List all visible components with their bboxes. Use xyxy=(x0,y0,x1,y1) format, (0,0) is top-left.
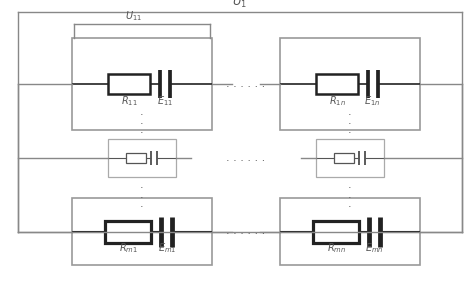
Text: $E_{m1}$: $E_{m1}$ xyxy=(157,241,176,255)
Bar xyxy=(105,221,151,243)
Bar xyxy=(313,221,359,243)
Bar xyxy=(280,198,420,265)
Text: . . . . . .: . . . . . . xyxy=(227,79,265,89)
Text: .
.
.: . . . xyxy=(348,180,352,209)
Bar xyxy=(280,38,420,130)
Bar xyxy=(126,153,146,163)
Text: $E_{11}$: $E_{11}$ xyxy=(156,94,173,108)
Text: $R_{mn}$: $R_{mn}$ xyxy=(327,241,346,255)
Bar xyxy=(316,139,384,177)
Bar xyxy=(317,74,358,94)
Text: . . . . . .: . . . . . . xyxy=(227,226,265,237)
Bar xyxy=(108,139,176,177)
Bar xyxy=(72,38,212,130)
Text: .
.
.: . . . xyxy=(140,180,144,209)
Text: .
.
.: . . . xyxy=(140,107,144,135)
Text: $R_{m1}$: $R_{m1}$ xyxy=(118,241,138,255)
Text: $R_{11}$: $R_{11}$ xyxy=(121,94,138,108)
Text: $U_{11}$: $U_{11}$ xyxy=(126,9,143,23)
Bar xyxy=(109,74,150,94)
Bar xyxy=(334,153,354,163)
Text: .
.
.: . . . xyxy=(348,107,352,135)
Text: $E_{1n}$: $E_{1n}$ xyxy=(365,94,381,108)
Text: $R_{1n}$: $R_{1n}$ xyxy=(329,94,346,108)
Text: $E_{mn}$: $E_{mn}$ xyxy=(365,241,384,255)
Text: . . . . . .: . . . . . . xyxy=(227,153,265,163)
Bar xyxy=(72,198,212,265)
Text: $U_1$: $U_1$ xyxy=(232,0,247,10)
